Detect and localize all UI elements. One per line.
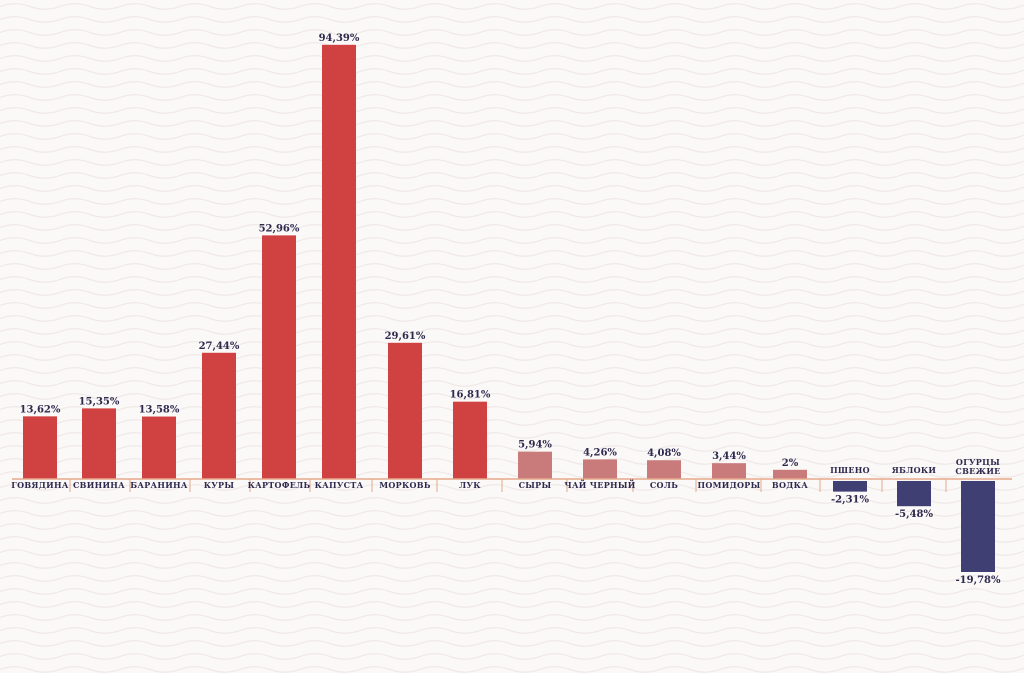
category-label-16: ОГУРЦЫ СВЕЖИЕ bbox=[955, 457, 1000, 476]
category-label-13: ВОДКА bbox=[772, 480, 808, 490]
category-label-1: ГОВЯДИНА bbox=[11, 480, 69, 490]
bar-16 bbox=[961, 481, 995, 572]
bar-13 bbox=[773, 469, 807, 479]
bar-3 bbox=[142, 416, 176, 479]
category-label-12: ПОМИДОРЫ bbox=[697, 480, 760, 490]
value-label-8: 16,81% bbox=[450, 390, 491, 401]
bar-7 bbox=[388, 342, 422, 479]
value-label-7: 29,61% bbox=[385, 331, 426, 342]
category-label-4: КУРЫ bbox=[204, 480, 235, 490]
value-label-9: 5,94% bbox=[518, 440, 552, 451]
category-label-9: СЫРЫ bbox=[519, 480, 552, 490]
category-label-10: ЧАЙ ЧЕРНЫЙ bbox=[564, 480, 635, 490]
category-label-8: ЛУК bbox=[459, 480, 481, 490]
category-label-3: БАРАНИНА bbox=[130, 480, 188, 490]
bar-4 bbox=[202, 352, 236, 479]
value-label-3: 13,58% bbox=[139, 405, 180, 416]
bar-6 bbox=[322, 44, 356, 479]
bar-11 bbox=[647, 460, 681, 479]
category-label-7: МОРКОВЬ bbox=[379, 480, 431, 490]
value-label-16: -19,78% bbox=[956, 575, 1001, 586]
bar-2 bbox=[82, 408, 116, 479]
value-label-1: 13,62% bbox=[20, 404, 61, 415]
bar-12 bbox=[712, 463, 746, 479]
value-label-15: -5,48% bbox=[895, 509, 934, 520]
value-label-14: -2,31% bbox=[831, 495, 870, 506]
value-label-12: 3,44% bbox=[712, 451, 746, 462]
value-label-2: 15,35% bbox=[79, 396, 120, 407]
category-label-15: ЯБЛОКИ bbox=[892, 465, 937, 475]
bar-10 bbox=[583, 459, 617, 479]
bar-14 bbox=[833, 481, 867, 492]
category-label-6: КАПУСТА bbox=[315, 480, 364, 490]
value-label-6: 94,39% bbox=[319, 33, 360, 44]
bar-15 bbox=[897, 481, 931, 507]
category-label-11: СОЛЬ bbox=[650, 480, 678, 490]
value-label-11: 4,08% bbox=[647, 448, 681, 459]
bar-9 bbox=[518, 451, 552, 479]
value-label-4: 27,44% bbox=[199, 341, 240, 352]
bar-1 bbox=[23, 416, 57, 479]
value-label-10: 4,26% bbox=[583, 447, 617, 458]
value-label-5: 52,96% bbox=[259, 223, 300, 234]
category-label-5: КАРТОФЕЛЬ bbox=[248, 480, 311, 490]
bar-5 bbox=[262, 235, 296, 479]
bar-8 bbox=[453, 401, 487, 479]
value-label-13: 2% bbox=[782, 458, 799, 469]
category-label-2: СВИНИНА bbox=[73, 480, 125, 490]
category-label-14: ПШЕНО bbox=[830, 465, 870, 475]
